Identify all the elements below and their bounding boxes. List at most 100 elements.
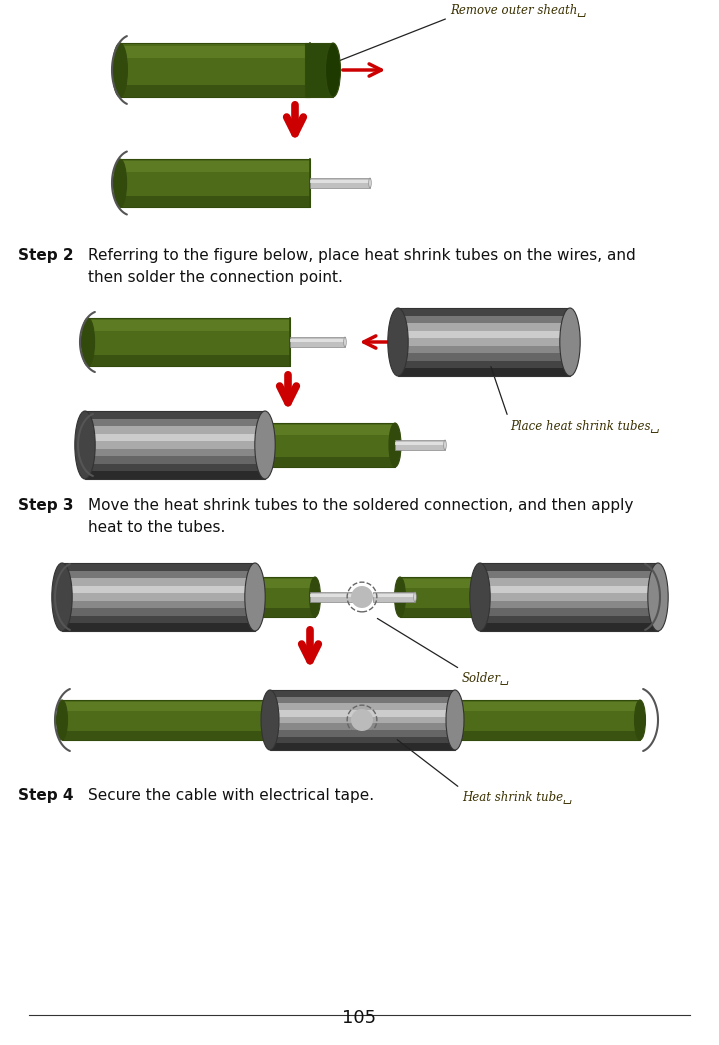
Bar [398,316,570,323]
Bar [270,723,455,730]
Bar [62,585,255,594]
Bar [120,85,310,97]
Ellipse shape [326,43,341,97]
Ellipse shape [214,577,226,617]
Bar [310,178,370,188]
Text: Secure the cable with electrical tape.: Secure the cable with electrical tape. [88,788,374,803]
Bar [310,595,360,597]
Bar [400,579,500,588]
Bar [398,339,570,346]
Bar [220,577,315,617]
Text: Step 3: Step 3 [18,498,73,513]
Bar [62,601,255,608]
Bar [270,737,455,743]
Bar [62,616,255,624]
Bar [480,616,658,624]
Bar [290,340,345,342]
Ellipse shape [81,318,95,366]
Bar [230,423,395,467]
Ellipse shape [395,577,406,617]
Bar [270,697,455,703]
Bar [480,563,658,571]
Bar [420,700,640,740]
Bar [398,361,570,369]
Ellipse shape [414,700,426,740]
Bar [120,159,310,207]
Bar [62,608,255,616]
Ellipse shape [113,43,127,97]
Bar [480,571,658,578]
Ellipse shape [413,593,416,602]
Ellipse shape [444,440,446,450]
Ellipse shape [560,308,580,376]
Bar [120,161,310,172]
Bar [88,318,290,366]
Bar [85,426,265,434]
Text: Remove outer sheath␣: Remove outer sheath␣ [450,3,587,16]
Bar [305,43,333,97]
Bar [270,703,455,710]
Ellipse shape [359,593,361,602]
Bar [85,464,265,471]
Bar [120,46,310,57]
Bar [398,346,570,353]
Bar [395,442,445,445]
Bar [62,624,255,631]
Circle shape [351,709,373,732]
Bar [120,43,310,97]
Bar [62,578,255,585]
Bar [270,743,455,750]
Bar [373,593,415,602]
Text: Referring to the figure below, place heat shrink tubes on the wires, and
then so: Referring to the figure below, place hea… [88,248,636,284]
Text: 105: 105 [342,1009,377,1027]
Ellipse shape [648,563,668,631]
Bar [85,434,265,441]
Bar [62,594,255,601]
Ellipse shape [344,336,347,347]
Bar [220,608,315,617]
Bar [62,732,275,740]
Ellipse shape [389,423,401,467]
Bar [88,321,290,331]
Bar [398,308,570,316]
Ellipse shape [57,700,68,740]
Bar [62,563,255,631]
Bar [85,471,265,479]
Bar [310,180,370,183]
Bar [420,702,640,711]
Bar [480,563,658,631]
Ellipse shape [270,700,280,740]
Ellipse shape [114,159,127,207]
Ellipse shape [261,690,279,750]
Bar [398,330,570,339]
Bar [270,690,455,697]
Bar [62,702,275,711]
Bar [400,608,500,617]
Bar [480,594,658,601]
Bar [480,601,658,608]
Bar [270,730,455,737]
Bar [220,579,315,588]
Ellipse shape [244,563,265,631]
Bar [230,425,395,435]
Bar [120,196,310,207]
Bar [230,457,395,467]
Ellipse shape [75,411,95,479]
Bar [85,441,265,448]
Bar [85,419,265,426]
Bar [62,563,255,571]
Ellipse shape [634,700,646,740]
Bar [480,585,658,594]
Ellipse shape [388,308,408,376]
Bar [290,336,345,347]
Ellipse shape [52,563,72,631]
Bar [373,595,415,597]
Bar [400,577,500,617]
Bar [398,323,570,330]
Bar [398,369,570,376]
Bar [62,700,275,740]
Text: Move the heat shrink tubes to the soldered connection, and then apply
heat to th: Move the heat shrink tubes to the solder… [88,498,633,535]
Bar [310,593,360,602]
Text: Step 2: Step 2 [18,248,73,263]
Bar [480,578,658,585]
